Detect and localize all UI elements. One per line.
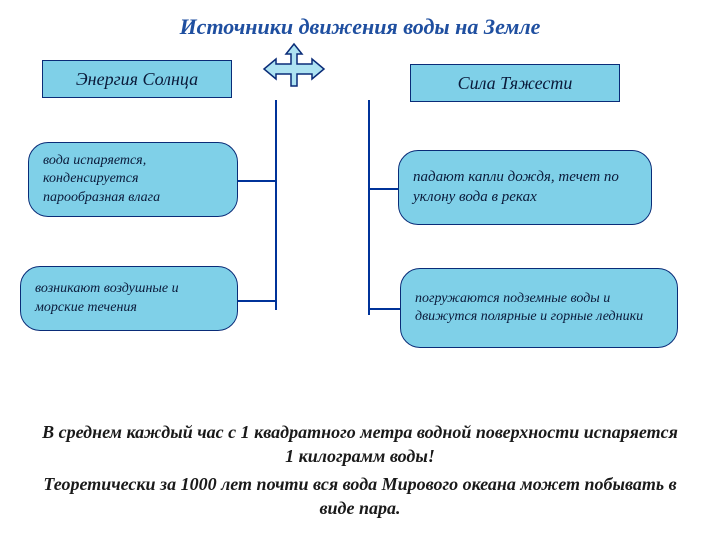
- trunk-right: [368, 100, 370, 315]
- right-box-1-text: падают капли дождя, течет по уклону вода…: [413, 168, 637, 207]
- trunk-left: [275, 100, 277, 310]
- page-title: Источники движения воды на Земле: [0, 14, 720, 40]
- left-box-2: возникают воздушные и морские течения: [20, 266, 238, 331]
- bottom-text-1-span: В среднем каждый час с 1 квадратного мет…: [42, 422, 678, 466]
- header-box-left: Энергия Солнца: [42, 60, 232, 98]
- bottom-text-1: В среднем каждый час с 1 квадратного мет…: [40, 420, 680, 469]
- header-box-right: Сила Тяжести: [410, 64, 620, 102]
- right-box-1: падают капли дождя, течет по уклону вода…: [398, 150, 652, 225]
- bottom-text-2: Теоретически за 1000 лет почти вся водa …: [40, 472, 680, 521]
- branch: [368, 188, 398, 190]
- right-box-2: погружаются подземные воды и движутся по…: [400, 268, 678, 348]
- left-box-1-text: вода испаряется, конденсируется парообра…: [43, 152, 223, 207]
- branch: [368, 308, 400, 310]
- right-box-2-text: погружаются подземные воды и движутся по…: [415, 290, 663, 326]
- branch: [238, 300, 275, 302]
- left-box-1: вода испаряется, конденсируется парообра…: [28, 142, 238, 217]
- arrow-cross-icon: [262, 42, 326, 96]
- header-box-right-label: Сила Тяжести: [458, 73, 573, 94]
- branch: [238, 180, 275, 182]
- bottom-text-2-span: Теоретически за 1000 лет почти вся водa …: [43, 474, 676, 518]
- header-box-left-label: Энергия Солнца: [76, 69, 198, 90]
- left-box-2-text: возникают воздушные и морские течения: [35, 280, 223, 316]
